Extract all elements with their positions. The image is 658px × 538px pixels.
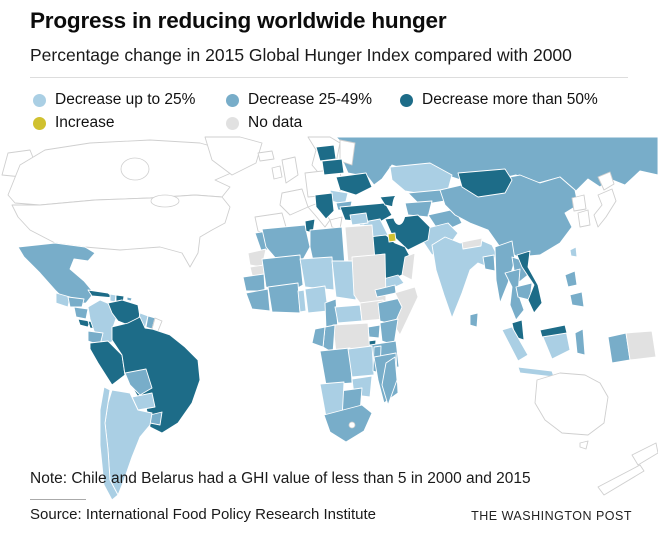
country-puerto-rico <box>126 296 133 302</box>
country-south-korea <box>577 209 591 228</box>
country-haiti <box>109 293 117 303</box>
world-map <box>0 135 658 501</box>
country-central-african-republic <box>334 304 363 324</box>
country-japan-hokkaido <box>597 171 615 191</box>
hudson-bay <box>120 157 150 181</box>
country-balkans <box>314 192 335 220</box>
legend-item-increase: Increase <box>33 113 114 133</box>
country-chad <box>331 260 357 301</box>
legend-label: Decrease up to 25% <box>55 91 196 108</box>
country-java <box>517 366 555 378</box>
legend-dot-gray <box>226 116 239 130</box>
publisher-credit: THE WASHINGTON POST <box>471 509 632 523</box>
country-ukraine <box>335 172 373 196</box>
legend-item-decrease-50-plus: Decrease more than 50% <box>400 90 598 110</box>
country-belarus <box>321 158 345 176</box>
country-somalia <box>393 286 419 336</box>
country-baltics <box>315 144 337 162</box>
legend-dot-medium-blue <box>226 93 239 107</box>
country-australia <box>534 372 609 436</box>
header-divider <box>30 77 628 78</box>
country-taiwan <box>569 246 578 258</box>
country-niger <box>299 256 335 291</box>
country-uganda <box>367 324 381 339</box>
country-zambia <box>347 345 375 378</box>
country-chile <box>99 386 119 501</box>
legend-dot-yellow <box>33 116 46 130</box>
country-east-malaysia <box>539 324 568 338</box>
country-finland <box>339 139 356 166</box>
world-map-svg <box>1 136 658 501</box>
country-angola <box>319 347 353 386</box>
legend-label: Decrease more than 50% <box>422 91 598 108</box>
country-oman <box>401 252 416 281</box>
country-kuwait <box>387 232 397 243</box>
country-nicaragua <box>73 306 89 320</box>
country-south-africa <box>323 404 373 443</box>
country-china <box>439 174 579 258</box>
country-philippines-luzon <box>564 270 578 288</box>
legend-item-decrease-25-49: Decrease 25-49% <box>226 90 372 110</box>
country-madagascar <box>381 356 398 406</box>
country-turkmenistan <box>404 200 433 218</box>
country-france <box>279 188 309 216</box>
legend-label: Decrease 25-49% <box>248 91 373 108</box>
caspian-sea <box>392 193 406 225</box>
country-sumatra <box>501 326 529 362</box>
legend-label: Increase <box>55 114 115 131</box>
country-tasmania <box>579 440 589 450</box>
country-peru <box>89 340 126 386</box>
country-guinea-region <box>245 288 271 312</box>
country-japan-honshu <box>593 188 617 228</box>
legend-item-decrease-up-to-25: Decrease up to 25% <box>33 90 195 110</box>
legend-item-no-data: No data <box>226 113 302 133</box>
country-philippines-mindanao <box>569 291 585 308</box>
country-ghana-ivory-coast <box>267 282 301 314</box>
note-text: Note: Chile and Belarus had a GHI value … <box>30 470 531 487</box>
country-greenland <box>204 136 263 176</box>
country-bangladesh <box>482 254 496 272</box>
country-nepal <box>461 237 483 250</box>
country-papua-new-guinea <box>625 330 657 361</box>
country-united-kingdom <box>281 156 299 184</box>
country-guatemala <box>55 292 71 308</box>
country-mexico <box>17 242 96 306</box>
great-lakes <box>150 194 180 208</box>
country-mongolia <box>457 168 513 198</box>
page-subtitle: Percentage change in 2015 Global Hunger … <box>30 45 572 65</box>
page-title: Progress in reducing worldwide hunger <box>30 8 447 33</box>
country-north-korea <box>571 194 587 212</box>
country-bolivia <box>124 368 153 396</box>
country-lesotho <box>348 421 356 429</box>
country-new-zealand-south <box>597 464 645 496</box>
country-benin <box>297 289 307 313</box>
country-senegal <box>242 273 266 292</box>
country-ireland <box>271 165 283 180</box>
legend-dot-light-blue <box>33 93 46 107</box>
legend-label: No data <box>248 114 303 131</box>
country-iceland <box>257 150 275 162</box>
country-gabon <box>311 326 326 348</box>
country-sulawesi <box>574 328 586 356</box>
source-text: Source: International Food Policy Resear… <box>30 506 377 523</box>
country-myanmar <box>494 240 516 304</box>
country-thailand <box>504 268 525 321</box>
country-honduras <box>67 296 85 308</box>
footer-divider <box>30 499 86 500</box>
country-nigeria <box>304 285 329 314</box>
country-vietnam <box>516 250 543 314</box>
country-new-zealand-north <box>631 442 658 466</box>
country-costa-rica <box>77 318 91 328</box>
legend-dot-dark-teal <box>400 93 413 107</box>
country-sri-lanka <box>469 312 479 328</box>
country-syria <box>349 212 369 226</box>
